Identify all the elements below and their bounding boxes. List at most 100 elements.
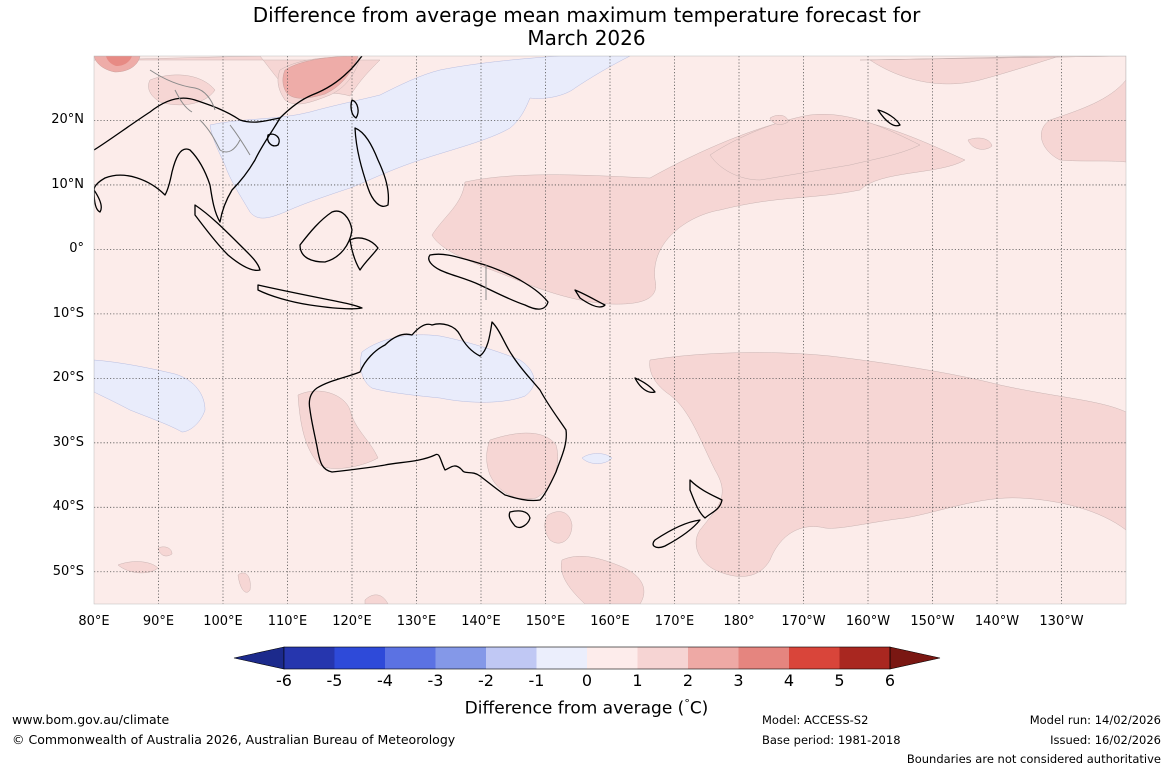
- longitude-label: 150°W: [910, 614, 955, 629]
- colorbar-tick-label: 2: [682, 671, 694, 690]
- colorbar-swatch: [688, 647, 739, 669]
- solomon-islands-coastline: [574, 289, 606, 308]
- base-period: Base period: 1981-2018: [762, 733, 901, 747]
- colorbar-swatch: [839, 647, 890, 669]
- colorbar: [233, 646, 941, 670]
- coastlines: [94, 56, 901, 549]
- longitude-label: 80°E: [78, 614, 110, 629]
- longitude-label: 150°E: [525, 614, 566, 629]
- sumatra-coastline: [194, 204, 261, 271]
- sri-lanka-coastline: [94, 189, 102, 213]
- colorbar-tick-label: 3: [733, 671, 744, 690]
- colorbar-tick-label: 6: [884, 671, 896, 690]
- hainan-coastline: [266, 133, 280, 147]
- anomaly-area-north-corner-core: [106, 56, 132, 66]
- anomaly-area-southeast-australia: [486, 432, 558, 500]
- longitude-label: 140°E: [461, 614, 501, 629]
- anomaly-area-ne-pacific: [859, 56, 1126, 163]
- anomaly-area-small-3: [237, 572, 251, 593]
- new-zealand-south-coastline: [652, 519, 701, 549]
- anomaly-area-east-china-sea: [282, 56, 359, 99]
- longitude-label: 130°E: [396, 614, 437, 629]
- colorbar-extend-high: [889, 646, 941, 670]
- colorbar-swatch: [435, 647, 486, 669]
- borneo-coastline: [299, 210, 353, 263]
- website-link[interactable]: www.bom.gov.au/climate: [12, 712, 170, 727]
- hawaii-coastline: [877, 109, 901, 127]
- latitude-label: 30°S: [52, 434, 84, 450]
- model-run-date: Model run: 14/02/2026: [1029, 713, 1161, 727]
- issued-date: Issued: 16/02/2026: [1050, 733, 1161, 747]
- anomaly-area-south-china: [148, 74, 216, 106]
- title-line-1: Difference from average mean maximum tem…: [252, 3, 921, 27]
- longitude-label: 100°E: [203, 614, 243, 629]
- latitude-label: 50°S: [52, 563, 84, 579]
- boundary-4: [229, 124, 251, 156]
- philippines-coastline: [354, 127, 390, 207]
- colorbar-frame: [283, 646, 891, 670]
- colorbar-tick-label: -5: [326, 671, 343, 690]
- colorbar-tick-label: -3: [427, 671, 444, 690]
- boundary-2: [199, 119, 241, 153]
- longitude-label: 180°: [723, 614, 755, 629]
- colorbar-tick-label: 4: [783, 671, 795, 690]
- tasmania-coastline: [508, 510, 531, 529]
- colorbar-swatch: [536, 647, 587, 669]
- latitude-label: 40°S: [52, 499, 84, 515]
- graticule: [94, 56, 1126, 604]
- colorbar-swatch: [637, 647, 688, 669]
- longitude-label: 90°E: [142, 614, 175, 629]
- anomaly-area-south-pacific: [649, 352, 1126, 577]
- colorbar-tick-label: 1: [632, 671, 643, 690]
- latitude-label: 10°N: [51, 176, 84, 192]
- colorbar-tick-label: -6: [276, 671, 292, 690]
- colorbar-swatch: [385, 647, 436, 669]
- colorbar-tick-label: -2: [478, 671, 494, 690]
- java-coastline: [257, 284, 363, 310]
- latitude-label: 10°S: [52, 305, 84, 321]
- china-coastline: [279, 56, 363, 119]
- anomaly-area-small-1: [117, 561, 159, 574]
- new-zealand-north-coastline: [689, 479, 723, 519]
- colorbar-swatch: [738, 647, 789, 669]
- longitude-label: 160°E: [590, 614, 630, 629]
- copyright-text: © Commonwealth of Australia 2026, Austra…: [12, 732, 456, 747]
- map-title: Difference from average mean maximum tem…: [0, 4, 1173, 50]
- taiwan-coastline: [350, 99, 359, 119]
- map-plot-area: [94, 56, 1126, 604]
- longitude-label: 170°E: [654, 614, 695, 629]
- colorbar-swatch: [334, 647, 385, 669]
- colorbar-title: Difference from average (°C): [0, 697, 1173, 719]
- longitude-label: 160°W: [845, 614, 891, 629]
- longitude-label: 140°W: [974, 614, 1020, 629]
- anomaly-area-bass-strait: [581, 453, 613, 464]
- mainland-se-asia-coastline: [94, 97, 281, 223]
- country-boundaries: [149, 69, 487, 300]
- colorbar-tick-label: 5: [834, 671, 845, 690]
- anomaly-area-small-6: [769, 114, 789, 125]
- anomaly-area-small-2: [157, 546, 173, 557]
- longitude-label: 130°W: [1039, 614, 1084, 629]
- title-line-2: March 2026: [527, 26, 646, 50]
- colorbar-swatch: [284, 647, 335, 669]
- colorbar-title-main: Difference from average (: [464, 698, 685, 719]
- anomaly-area-small-5: [967, 137, 993, 150]
- anomaly-area-nw-pacific: [709, 113, 921, 181]
- boundary-1: [149, 69, 216, 111]
- colorbar-extend-low: [233, 646, 285, 670]
- colorbar-swatch: [789, 647, 840, 669]
- colorbar-title-degree: °: [684, 697, 690, 710]
- colorbar-tick-label: -4: [377, 671, 393, 690]
- colorbar-swatch: [486, 647, 537, 669]
- longitude-label: 170°W: [781, 614, 826, 629]
- colorbar-tick-label: -1: [528, 671, 545, 690]
- new-guinea-coastline: [428, 253, 549, 310]
- anomaly-area-south-china-sea: [209, 56, 631, 219]
- colorbar-swatch: [587, 647, 638, 669]
- anomaly-area-tasman-sea: [544, 511, 573, 544]
- anomaly-3-4-areas: [106, 56, 132, 66]
- australia-coastline: [308, 321, 567, 502]
- sulawesi-coastline: [349, 237, 379, 271]
- latitude-label: 20°N: [51, 112, 84, 128]
